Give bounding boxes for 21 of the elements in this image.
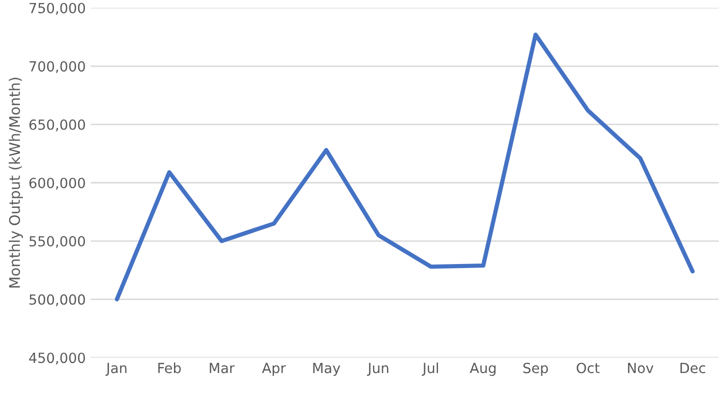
y-axis-title: Monthly Output (kWh/Month) (8, 78, 23, 288)
y-tick-label: 650,000 (29, 119, 85, 132)
y-tick-label: 600,000 (29, 178, 85, 190)
y-tick-label: 750,000 (30, 2, 85, 15)
x-tick-label: Mar (210, 362, 235, 374)
y-tick-label: 500,000 (30, 294, 85, 306)
x-tick-label: Jan (105, 362, 126, 376)
x-tick-label: Apr (262, 362, 286, 376)
y-tick-label: 450,000 (29, 352, 85, 365)
x-tick-label: Jun (367, 362, 388, 376)
y-tick-label: 550,000 (30, 236, 85, 248)
x-tick-label: Oct (576, 362, 600, 374)
y-tick-label: 700,000 (30, 61, 85, 74)
x-tick-label: Sep (523, 362, 548, 376)
x-tick-label: Nov (628, 362, 654, 374)
x-tick-label: Aug (470, 362, 496, 376)
x-tick-label: Dec (680, 362, 706, 374)
x-tick-label: Jul (422, 362, 438, 376)
x-tick-label: Feb (158, 362, 181, 374)
line-series (114, 32, 695, 302)
x-tick-label: May (313, 362, 340, 376)
